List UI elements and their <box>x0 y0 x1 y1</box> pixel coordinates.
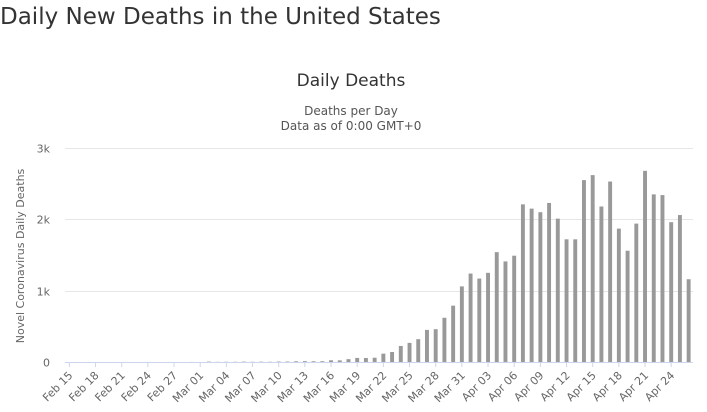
bar <box>555 218 560 362</box>
bar <box>311 361 316 362</box>
bar <box>407 342 412 362</box>
bars <box>189 170 691 362</box>
bar <box>416 339 421 362</box>
y-tick-labels: 0 1k 2k 3k <box>37 143 51 370</box>
y-tick-label: 3k <box>37 143 51 156</box>
bar <box>294 361 299 362</box>
bar <box>363 358 368 362</box>
bar <box>381 353 386 362</box>
bar <box>520 204 525 362</box>
bar <box>538 212 543 362</box>
bar <box>494 252 499 362</box>
bar <box>337 360 342 362</box>
y-axis-label: Novel Coronavirus Daily Deaths <box>14 168 27 343</box>
bar <box>355 357 360 362</box>
bar <box>686 279 691 362</box>
bar <box>547 202 552 362</box>
y-tick-label: 2k <box>37 214 51 227</box>
bar <box>625 250 630 362</box>
gridlines <box>65 148 693 292</box>
bar <box>320 361 325 362</box>
bar <box>643 170 647 362</box>
bar <box>590 175 595 362</box>
bar <box>669 222 674 362</box>
bar <box>442 317 447 362</box>
bar <box>651 194 656 362</box>
bar <box>582 180 586 362</box>
bar <box>512 255 517 362</box>
y-tick-label: 1k <box>37 286 51 299</box>
bar <box>302 361 307 362</box>
bar <box>634 223 639 362</box>
page-title: Daily New Deaths in the United States <box>0 4 441 30</box>
bar <box>346 359 351 362</box>
bar <box>459 286 464 362</box>
bar <box>599 206 604 362</box>
bar <box>433 329 438 362</box>
chart-subtitle-line-2: Data as of 0:00 GMT+0 <box>281 119 422 133</box>
chart-subtitle-line-1: Deaths per Day <box>304 104 398 118</box>
bar <box>660 195 665 362</box>
bar <box>398 345 403 362</box>
bar <box>529 208 534 362</box>
bar <box>503 261 508 362</box>
bar <box>451 305 456 362</box>
bar <box>425 329 429 362</box>
bar <box>372 357 377 362</box>
bar <box>677 215 682 362</box>
x-tick-label: Apr 24 <box>642 369 677 404</box>
bar <box>486 272 490 362</box>
bar <box>329 360 333 362</box>
chart-title: Daily Deaths <box>297 71 406 91</box>
bar <box>608 181 613 362</box>
bar <box>573 239 578 362</box>
bar <box>616 228 621 362</box>
bar <box>564 239 569 362</box>
y-tick-label: 0 <box>43 357 50 370</box>
bar <box>477 278 482 362</box>
bar <box>390 352 395 362</box>
bar <box>468 273 473 362</box>
